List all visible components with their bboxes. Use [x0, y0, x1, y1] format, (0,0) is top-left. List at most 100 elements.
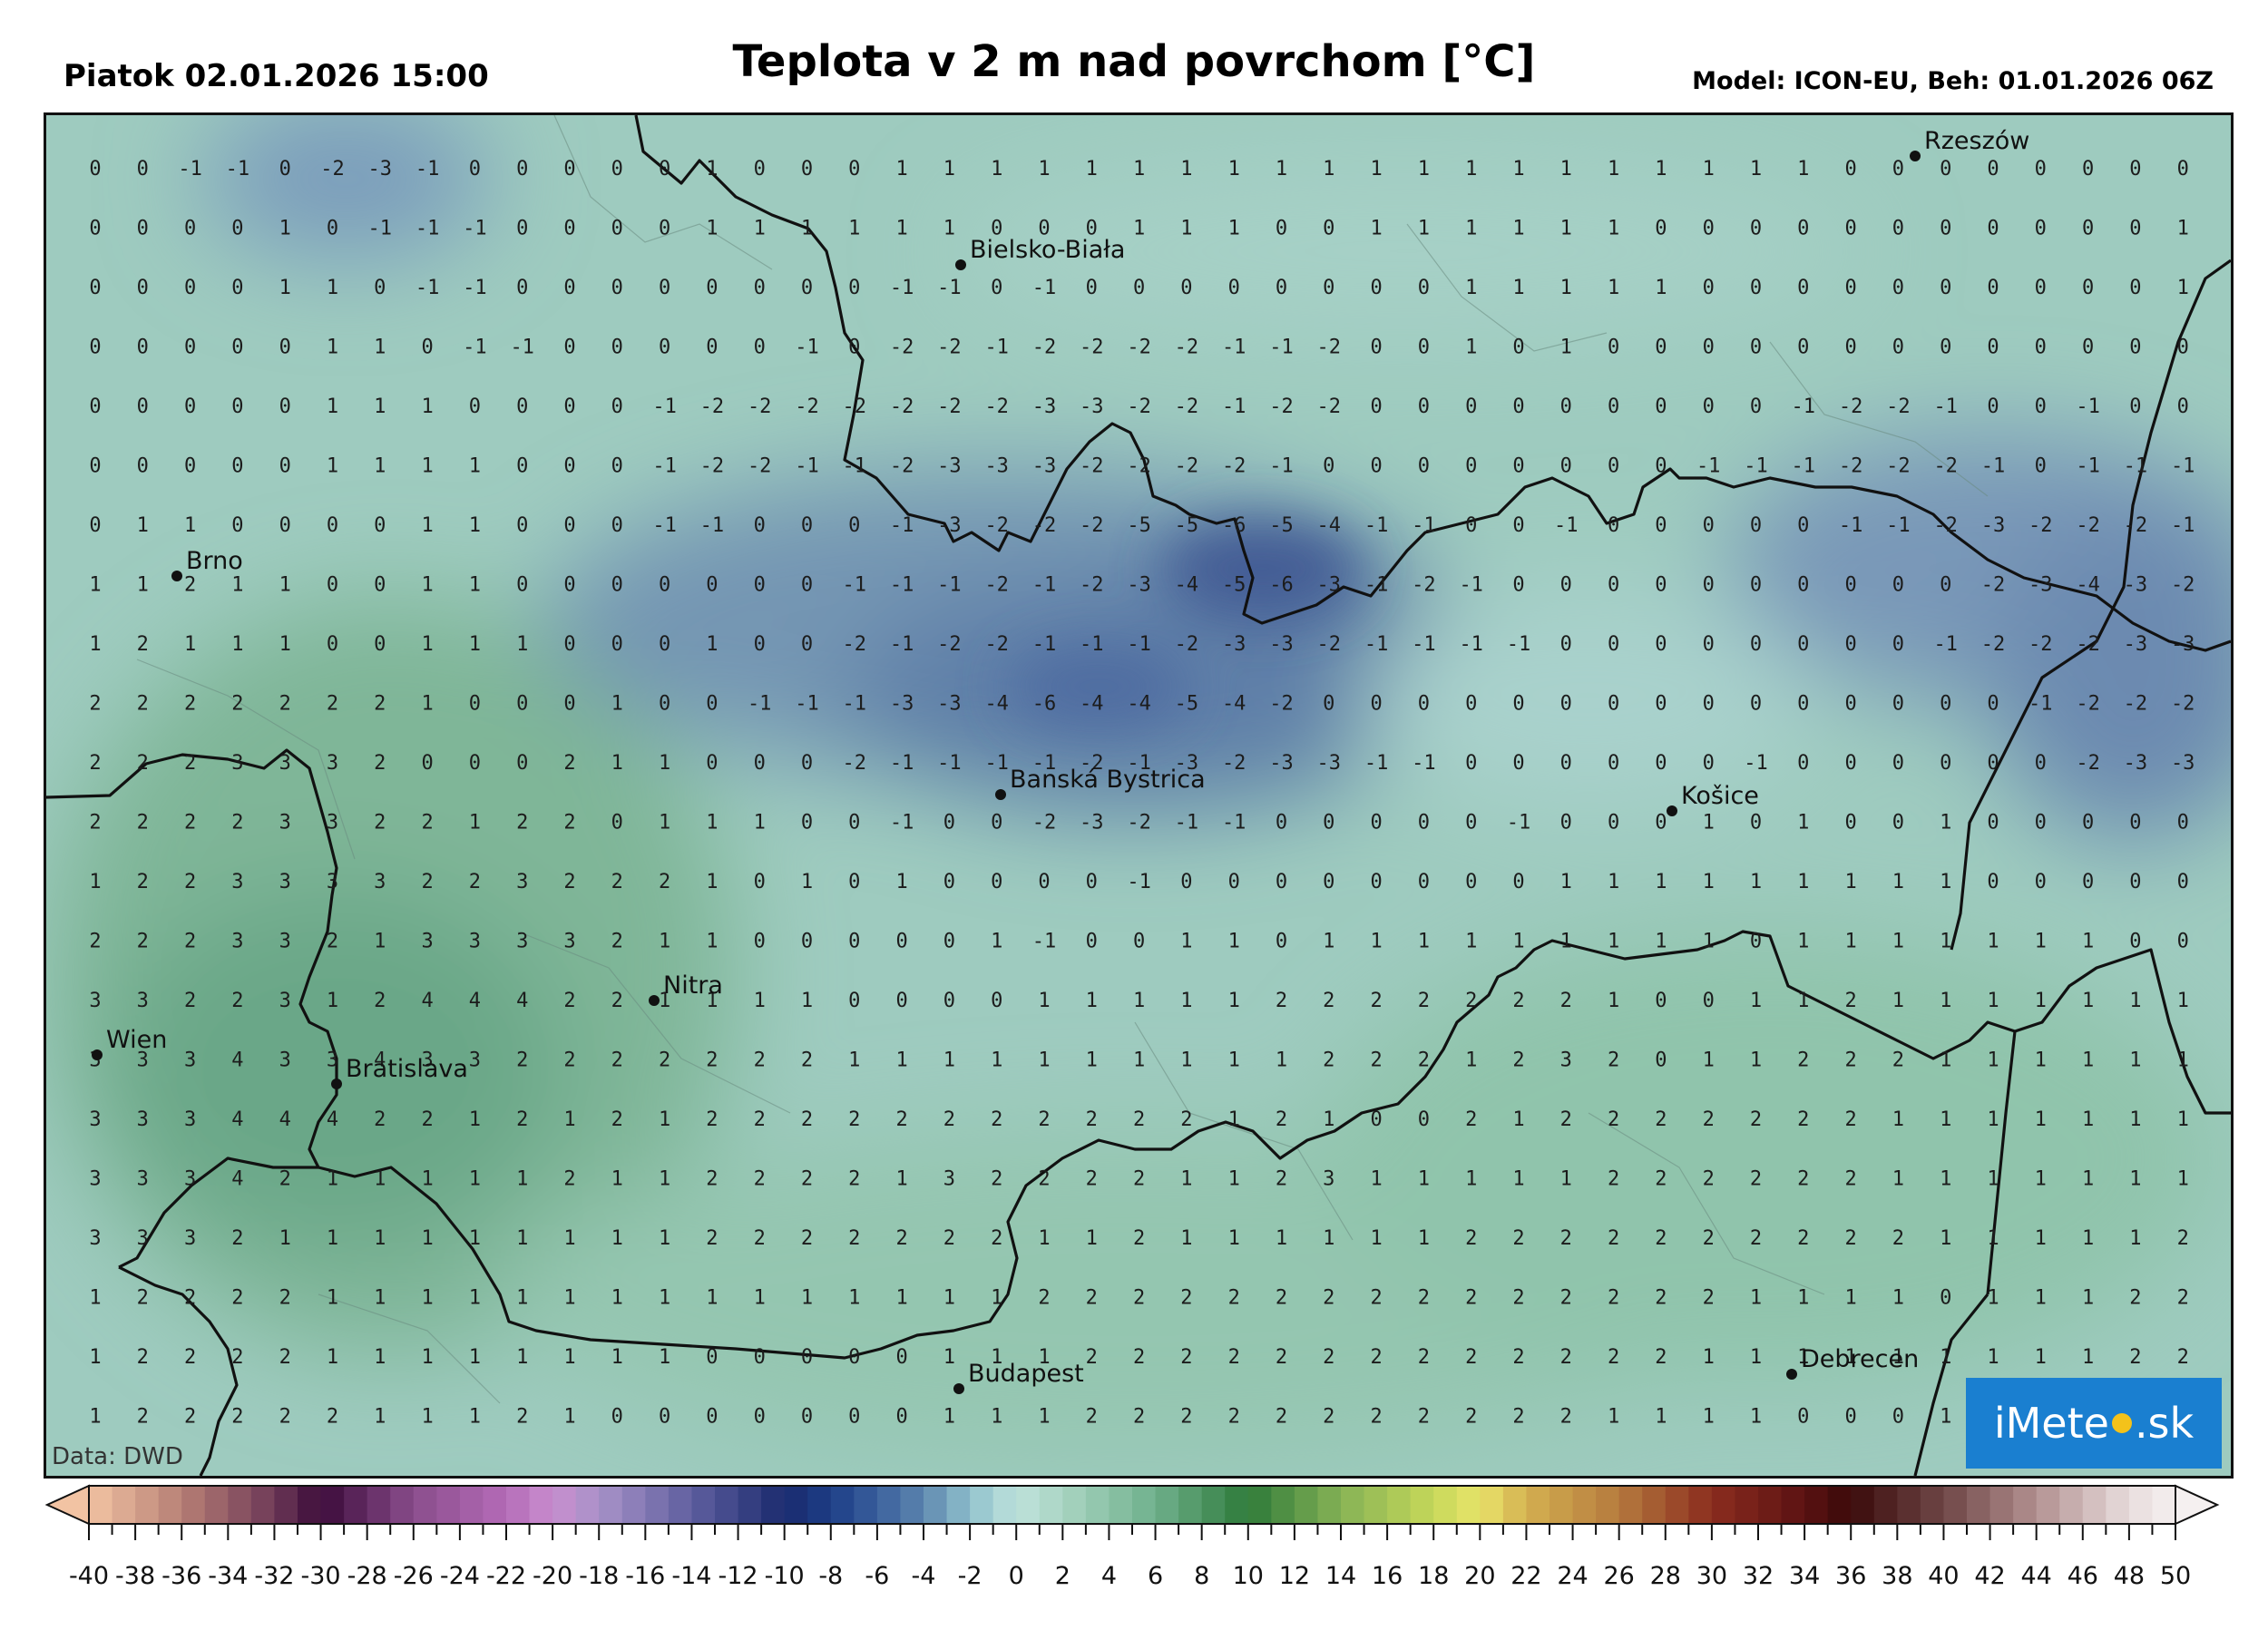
grid-value: 2 — [421, 812, 433, 835]
grid-value: 0 — [2035, 158, 2047, 181]
scale-swatch — [112, 1486, 136, 1524]
scale-tick-label: -6 — [865, 1562, 889, 1590]
grid-value: 0 — [1512, 455, 1524, 478]
grid-value: 0 — [279, 337, 291, 359]
scale-swatch — [1618, 1486, 1643, 1524]
grid-value: -1 — [1744, 455, 1768, 478]
grid-value: 0 — [2082, 277, 2094, 299]
grid-value: 1 — [1987, 1168, 1999, 1191]
grid-value: 0 — [2035, 871, 2047, 893]
grid-value: 3 — [279, 752, 291, 775]
scale-swatch — [946, 1486, 971, 1524]
grid-value: 1 — [1133, 990, 1145, 1012]
grid-value: -2 — [984, 395, 1009, 418]
map-canvas: 0 0 -1 -1 0 -2 -3 -1 0 0 0 0 0 1 0 0 0 1 1 1 1 1 1 1 1 1 1 1 1 1 1 1 1 1 1… — [46, 115, 2231, 1476]
grid-value: -2 — [1269, 693, 1294, 716]
grid-value: -1 — [2076, 395, 2100, 418]
grid-value: 3 — [89, 1108, 101, 1131]
city-dot — [1667, 805, 1677, 816]
grid-value: -2 — [1032, 337, 1057, 359]
grid-value: 1 — [1323, 158, 1334, 181]
grid-value: -3 — [984, 455, 1009, 478]
grid-value: -3 — [1981, 514, 2006, 537]
grid-value: 3 — [231, 871, 243, 893]
grid-value: -3 — [1317, 574, 1342, 597]
grid-value: 0 — [89, 455, 101, 478]
scale-tick-label: 26 — [1603, 1562, 1634, 1590]
grid-value: 2 — [421, 1108, 433, 1131]
grid-value: 0 — [706, 752, 718, 775]
grid-value: 0 — [1940, 752, 1951, 775]
scale-tick-label: 44 — [2020, 1562, 2051, 1590]
grid-value: -2 — [937, 633, 962, 656]
grid-value: 2 — [659, 871, 670, 893]
scale-swatch — [1920, 1486, 1945, 1524]
scale-swatch — [2059, 1486, 2084, 1524]
grid-value: 0 — [1655, 395, 1667, 418]
grid-value: 2 — [184, 931, 196, 953]
grid-value: 0 — [2129, 277, 2141, 299]
temperature-map[interactable]: 0 0 -1 -1 0 -2 -3 -1 0 0 0 0 0 1 0 0 0 1 1 1 1 1 1 1 1 1 1 1 1 1 1 1 1 1 1… — [44, 112, 2234, 1479]
grid-value: 1 — [374, 931, 386, 953]
scale-swatch — [2152, 1486, 2176, 1524]
grid-value: 1 — [184, 514, 196, 537]
scale-swatch — [1665, 1486, 1689, 1524]
grid-value: 0 — [1418, 693, 1430, 716]
grid-value: 0 — [895, 1346, 907, 1369]
grid-value: 1 — [374, 1406, 386, 1429]
grid-value: 1 — [991, 931, 1002, 953]
grid-value: 2 — [563, 990, 575, 1012]
grid-value: 1 — [1512, 158, 1524, 181]
grid-value: 1 — [801, 871, 813, 893]
grid-value: 0 — [1703, 574, 1715, 597]
grid-value: 1 — [1797, 990, 1809, 1012]
grid-value: -1 — [415, 158, 440, 181]
grid-value: 1 — [1655, 871, 1667, 893]
grid-value: 0 — [1465, 871, 1477, 893]
grid-value: 2 — [1086, 1406, 1098, 1429]
city-label: Debrecen — [1801, 1345, 1919, 1373]
grid-value: -1 — [1032, 752, 1057, 775]
grid-value: 2 — [1323, 1049, 1334, 1072]
grid-value: -1 — [1364, 752, 1389, 775]
grid-value: 1 — [706, 218, 718, 240]
grid-value: 2 — [374, 1108, 386, 1131]
grid-value: 1 — [469, 633, 481, 656]
scale-tick-label: -34 — [208, 1562, 248, 1590]
grid-value: 0 — [374, 574, 386, 597]
grid-value: 0 — [611, 1406, 623, 1429]
grid-value: -2 — [1175, 337, 1199, 359]
grid-value: -1 — [652, 395, 677, 418]
grid-value: 1 — [895, 1287, 907, 1310]
grid-value: 0 — [516, 693, 528, 716]
imeteo-logo[interactable]: iMete .sk — [1966, 1378, 2222, 1469]
grid-value: 1 — [1940, 1406, 1951, 1429]
grid-value: 2 — [2129, 1287, 2141, 1310]
grid-value: 2 — [1655, 1108, 1667, 1131]
grid-value: 0 — [848, 990, 860, 1012]
grid-value: 0 — [1844, 218, 1856, 240]
grid-value: 0 — [89, 337, 101, 359]
scale-swatch — [1201, 1486, 1226, 1524]
grid-value: 1 — [1892, 871, 1904, 893]
grid-value: 0 — [1892, 752, 1904, 775]
grid-value: 2 — [1750, 1168, 1762, 1191]
grid-value: 2 — [1276, 1108, 1287, 1131]
grid-value: 2 — [327, 1406, 338, 1429]
grid-value: 0 — [1276, 218, 1287, 240]
grid-value: 0 — [1038, 871, 1050, 893]
grid-value: 0 — [706, 1346, 718, 1369]
grid-value: 2 — [754, 1049, 766, 1072]
grid-value: 1 — [1940, 1049, 1951, 1072]
grid-value: -2 — [1317, 633, 1342, 656]
grid-value: 1 — [1038, 990, 1050, 1012]
grid-value: -1 — [1269, 337, 1294, 359]
scale-swatch — [1989, 1486, 2014, 1524]
grid-value: 2 — [1797, 1227, 1809, 1250]
grid-value: -1 — [1412, 514, 1436, 537]
grid-value: 2 — [1703, 1108, 1715, 1131]
grid-value: 0 — [801, 752, 813, 775]
grid-value: -1 — [1127, 633, 1151, 656]
grid-value: 4 — [231, 1108, 243, 1131]
grid-value: 1 — [421, 1406, 433, 1429]
